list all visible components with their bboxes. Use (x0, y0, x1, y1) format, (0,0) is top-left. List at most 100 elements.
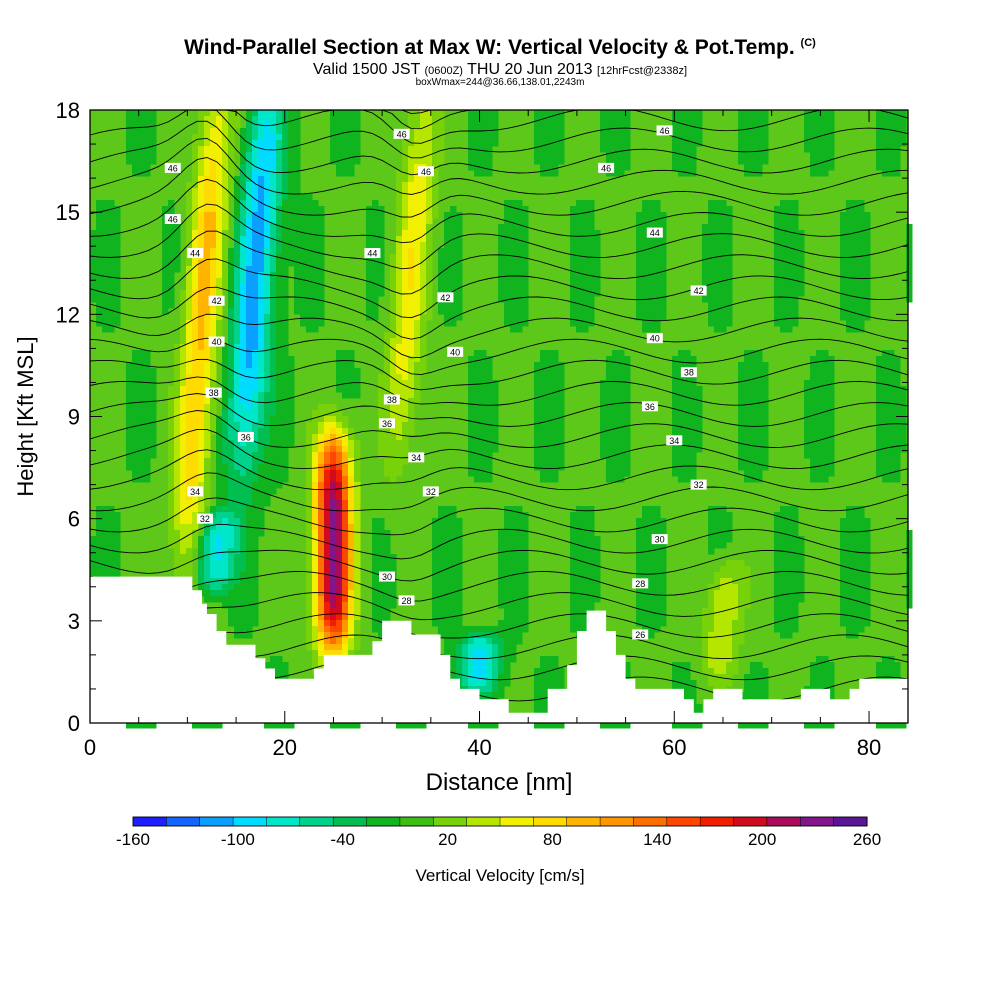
velocity-cell (570, 230, 577, 237)
velocity-cell (408, 212, 415, 219)
velocity-cell (210, 266, 217, 273)
velocity-cell (336, 356, 343, 363)
velocity-cell (540, 170, 547, 177)
velocity-cell (552, 434, 559, 441)
velocity-cell (714, 542, 721, 549)
velocity-cell (684, 428, 691, 435)
velocity-cell (228, 308, 235, 315)
velocity-cell (222, 440, 229, 447)
velocity-cell (792, 566, 799, 573)
velocity-cell (330, 494, 337, 501)
velocity-cell (390, 368, 397, 375)
velocity-cell (384, 410, 391, 417)
velocity-cell (144, 410, 151, 417)
velocity-cell (204, 554, 211, 561)
velocity-cell (582, 596, 589, 603)
velocity-cell (906, 224, 913, 231)
velocity-cell (486, 356, 493, 363)
velocity-cell (270, 404, 277, 411)
velocity-cell (624, 416, 631, 423)
velocity-cell (306, 518, 313, 525)
velocity-cell (606, 386, 613, 393)
velocity-cell (894, 470, 901, 477)
velocity-cell (222, 500, 229, 507)
velocity-cell (96, 554, 103, 561)
velocity-cell (618, 116, 625, 123)
velocity-cell (642, 572, 649, 579)
velocity-cell (96, 200, 103, 207)
velocity-cell (480, 374, 487, 381)
velocity-cell (786, 548, 793, 555)
velocity-cell (282, 122, 289, 129)
velocity-cell (312, 512, 319, 519)
velocity-cell (270, 182, 277, 189)
velocity-cell (228, 260, 235, 267)
velocity-cell (642, 260, 649, 267)
velocity-cell (876, 158, 883, 165)
velocity-cell (534, 128, 541, 135)
velocity-cell (504, 248, 511, 255)
velocity-cell (498, 296, 505, 303)
velocity-cell (906, 548, 913, 555)
velocity-cell (372, 296, 379, 303)
velocity-cell (858, 278, 865, 285)
velocity-cell (498, 224, 505, 231)
velocity-cell (102, 506, 109, 513)
velocity-cell (516, 530, 523, 537)
velocity-cell (288, 428, 295, 435)
velocity-cell (444, 518, 451, 525)
velocity-cell (186, 566, 193, 573)
velocity-cell (810, 398, 817, 405)
velocity-cell (468, 422, 475, 429)
velocity-cell (750, 434, 757, 441)
velocity-cell (258, 278, 265, 285)
velocity-cell (780, 296, 787, 303)
velocity-cell (342, 494, 349, 501)
velocity-cell (348, 584, 355, 591)
velocity-cell (246, 500, 253, 507)
velocity-cell (192, 212, 199, 219)
velocity-cell (252, 128, 259, 135)
velocity-cell (618, 134, 625, 141)
velocity-cell (138, 110, 145, 117)
velocity-cell (618, 404, 625, 411)
velocity-cell (618, 392, 625, 399)
velocity-cell (780, 308, 787, 315)
velocity-cell (426, 272, 433, 279)
velocity-cell (408, 266, 415, 273)
velocity-cell (384, 596, 391, 603)
velocity-cell (354, 116, 361, 123)
velocity-cell (204, 350, 211, 357)
velocity-cell (456, 578, 463, 585)
velocity-cell (900, 386, 907, 393)
velocity-cell (192, 464, 199, 471)
velocity-cell (720, 506, 727, 513)
velocity-cell (288, 422, 295, 429)
velocity-cell (408, 182, 415, 189)
velocity-cell (126, 146, 133, 153)
velocity-cell (180, 494, 187, 501)
velocity-cell (414, 224, 421, 231)
velocity-cell (744, 380, 751, 387)
velocity-cell (762, 416, 769, 423)
velocity-cell (858, 230, 865, 237)
velocity-cell (738, 146, 745, 153)
velocity-cell (294, 254, 301, 261)
velocity-cell (150, 422, 157, 429)
velocity-cell (798, 230, 805, 237)
velocity-cell (252, 410, 259, 417)
velocity-cell (546, 398, 553, 405)
velocity-cell (354, 476, 361, 483)
velocity-cell (372, 596, 379, 603)
velocity-cell (222, 362, 229, 369)
velocity-cell (654, 590, 661, 597)
velocity-cell (618, 152, 625, 159)
velocity-cell (144, 452, 151, 459)
velocity-cell (576, 314, 583, 321)
velocity-cell (792, 284, 799, 291)
velocity-cell (846, 236, 853, 243)
velocity-cell (246, 236, 253, 243)
velocity-cell (240, 422, 247, 429)
velocity-cell (534, 458, 541, 465)
velocity-cell (888, 392, 895, 399)
